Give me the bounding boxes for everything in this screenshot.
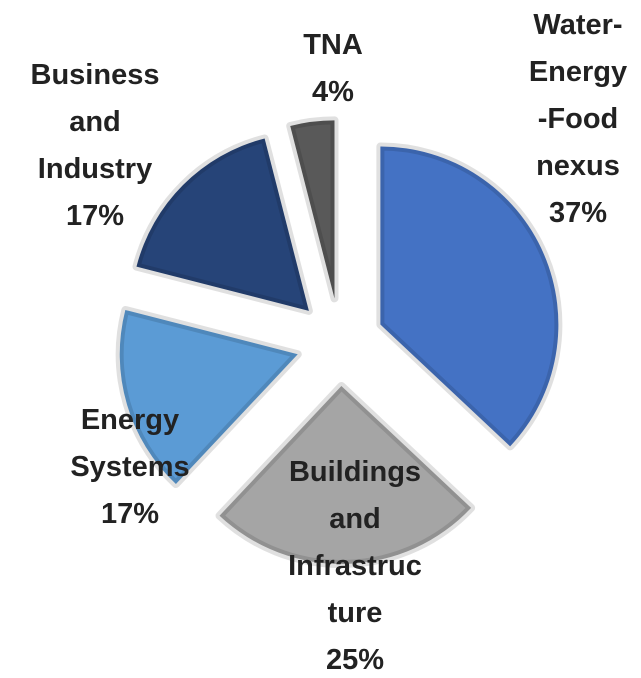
slice-label: Business and Industry 17% bbox=[0, 52, 215, 240]
category-label: TNA bbox=[303, 29, 363, 61]
pie-slice bbox=[286, 116, 339, 303]
value-label: 17% bbox=[65, 200, 125, 232]
value-label: 25% bbox=[325, 644, 385, 676]
category-label: Energy Systems bbox=[70, 404, 190, 483]
pie-slice bbox=[376, 142, 563, 451]
pie-slice bbox=[115, 306, 302, 489]
slice-label: Water- Energy -Food nexus 37% bbox=[458, 2, 641, 237]
value-label: 17% bbox=[100, 498, 160, 530]
category-label: Business and Industry bbox=[30, 59, 160, 185]
pie-slice bbox=[132, 134, 313, 315]
value-label: 37% bbox=[548, 197, 608, 229]
slice-label: Buildings and Infrastruc ture 25% bbox=[235, 449, 475, 678]
category-label: Buildings and Infrastruc ture bbox=[288, 456, 422, 629]
slice-label: Energy Systems 17% bbox=[10, 397, 250, 538]
value-label: 4% bbox=[312, 76, 354, 108]
pie-slice bbox=[215, 381, 476, 568]
slice-label: TNA 4% bbox=[213, 22, 453, 116]
category-label: Water- Energy -Food nexus bbox=[528, 9, 628, 182]
